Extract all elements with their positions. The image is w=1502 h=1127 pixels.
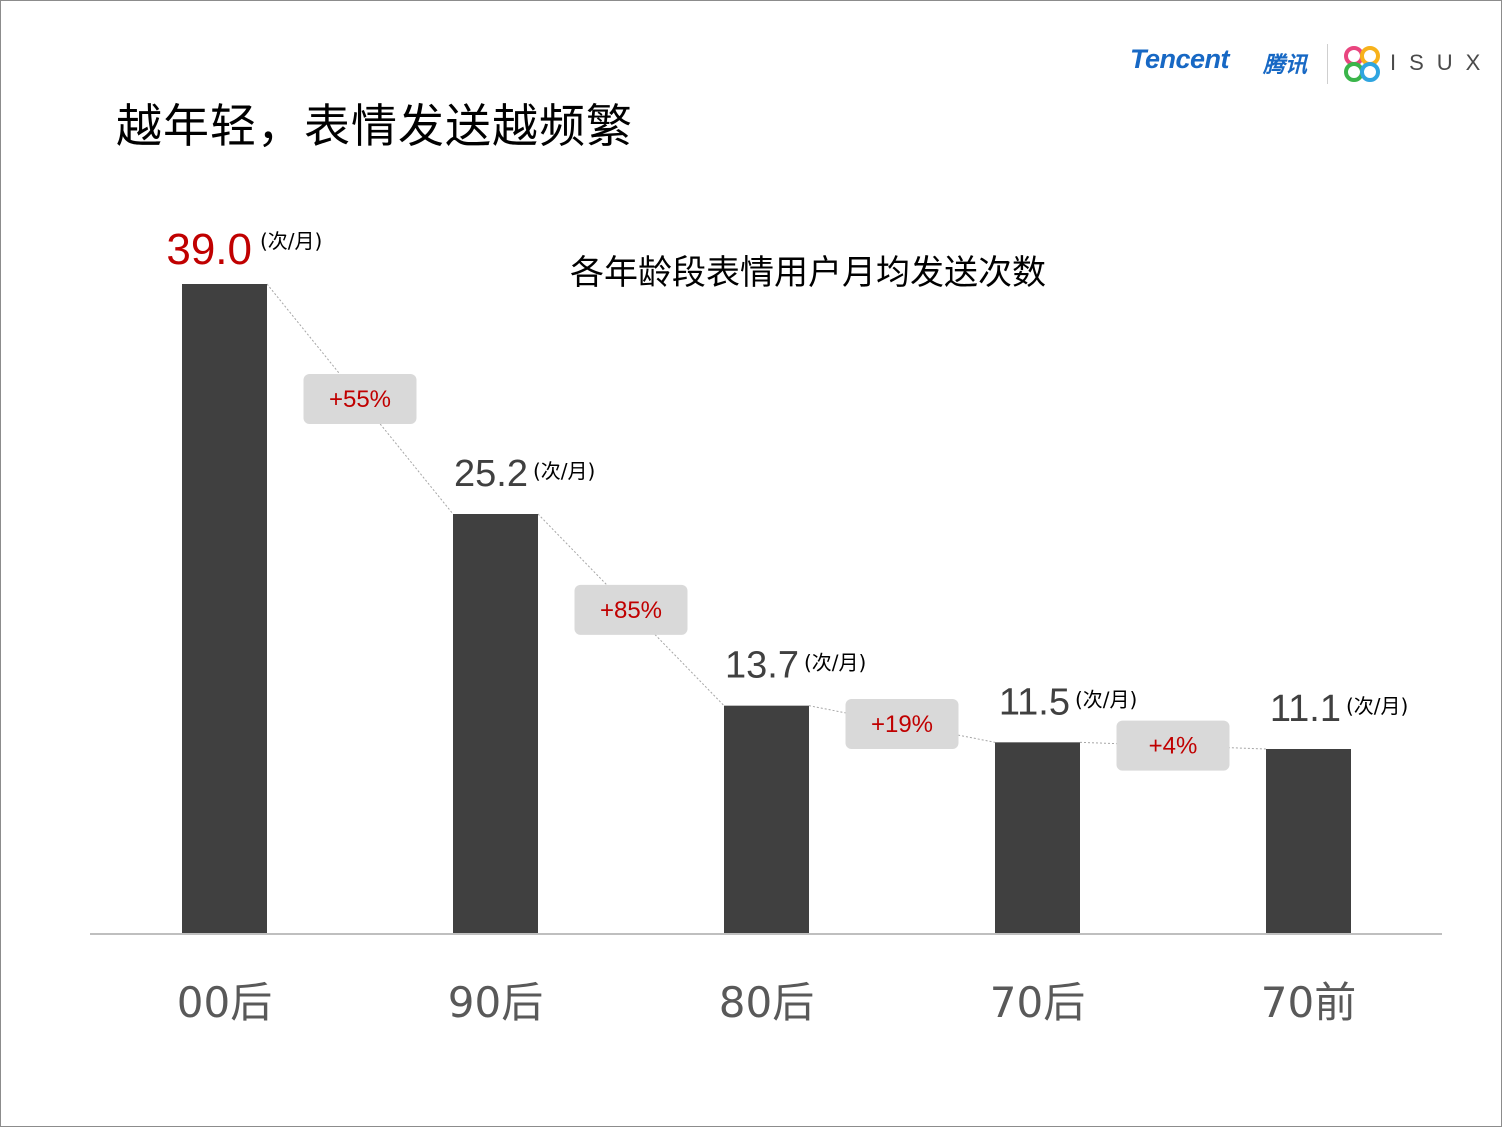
category-tick-label: 70后 (990, 978, 1085, 1027)
brand-divider (1327, 44, 1328, 84)
category-tick-label: 90后 (448, 978, 543, 1027)
value-label: 13.7 (725, 645, 799, 687)
value-label: 39.0 (166, 225, 252, 274)
tencent-cn-wordmark: 腾讯 (1263, 53, 1308, 78)
growth-badge (1116, 720, 1230, 771)
value-label: 11.1 (1270, 688, 1341, 730)
growth-badge (845, 699, 959, 749)
bar-3 (995, 742, 1080, 934)
growth-badge-label: +85% (600, 597, 662, 624)
bar-1 (453, 514, 538, 934)
unit-label: (次/月) (260, 229, 322, 253)
unit-label: (次/月) (804, 651, 866, 675)
unit-label: (次/月) (1346, 694, 1408, 718)
growth-badge (303, 374, 417, 424)
category-tick-label: 00后 (177, 978, 272, 1027)
connector-line (266, 283, 454, 515)
chart-title: 各年龄段表情用户月均发送次数 (570, 253, 1046, 293)
growth-badge-label: +19% (871, 711, 933, 738)
slide-title: 越年轻，表情发送越频繁 (116, 99, 633, 153)
unit-label: (次/月) (1075, 687, 1137, 711)
bar-0 (182, 284, 267, 934)
unit-label: (次/月) (533, 459, 595, 483)
bar-2 (724, 705, 809, 934)
isux-wordmark: ISUX (1390, 50, 1494, 75)
bar-4 (1266, 749, 1351, 934)
brand-header: Tencent 腾讯 ISUX (1130, 44, 1480, 84)
isux-logo-icon (1344, 46, 1380, 82)
category-tick-label: 70前 (1261, 978, 1356, 1027)
category-tick-label: 80后 (719, 978, 814, 1027)
connector-line (808, 705, 996, 743)
value-label: 25.2 (454, 453, 528, 495)
growth-badge-label: +55% (329, 386, 391, 413)
value-label: 11.5 (999, 681, 1070, 723)
growth-badge-label: +4% (1149, 733, 1198, 760)
growth-badge (574, 584, 688, 635)
tencent-wordmark: Tencent (1130, 44, 1230, 74)
